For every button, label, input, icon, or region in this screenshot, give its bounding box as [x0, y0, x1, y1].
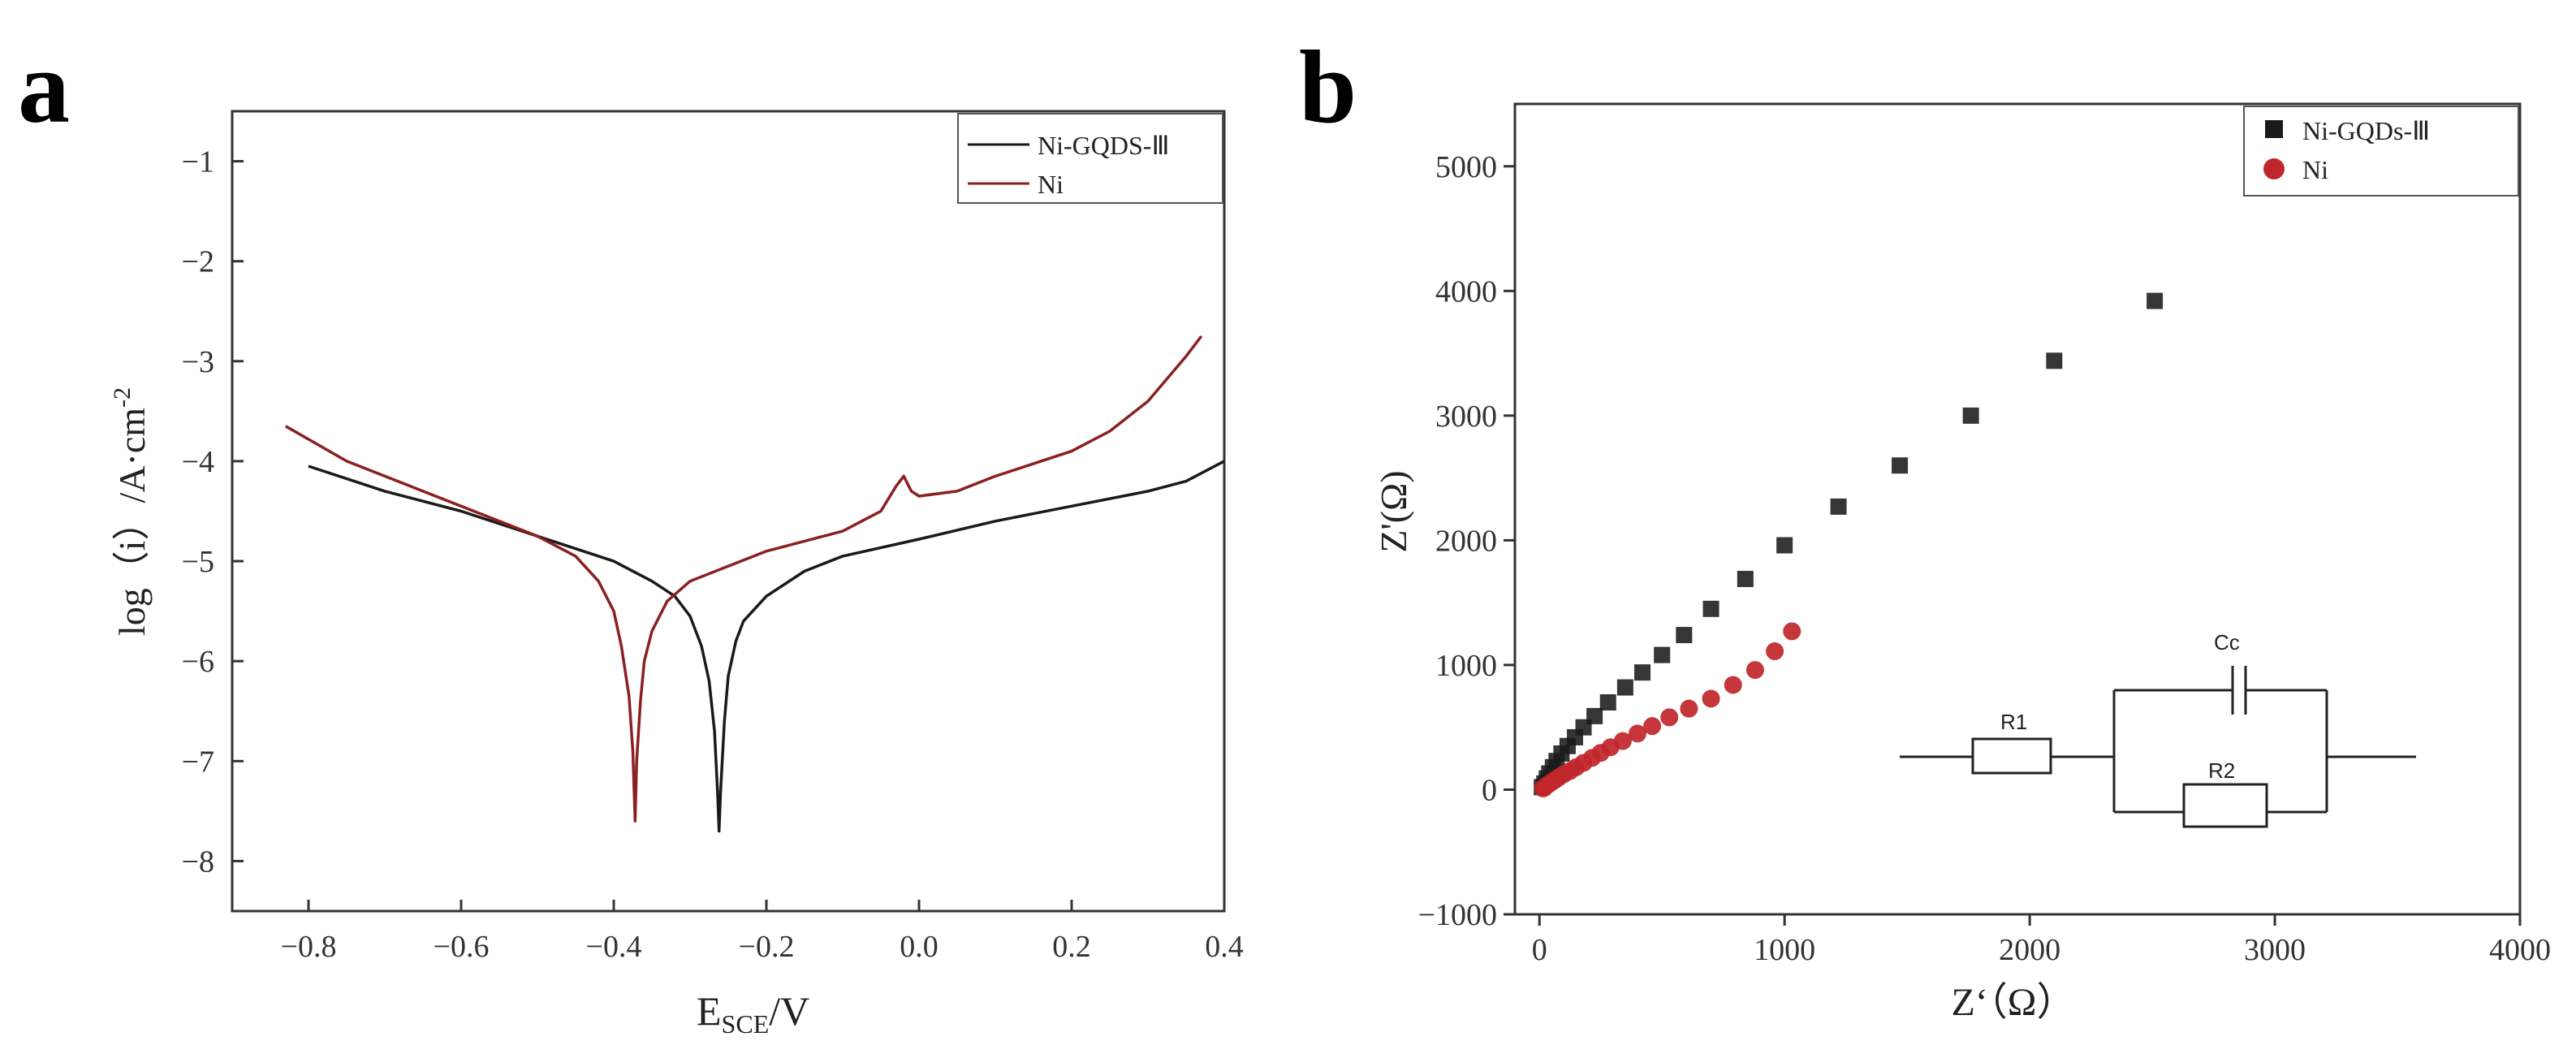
- ni-gqds-iii-point: [1586, 707, 1603, 724]
- panel-b-nyquist-chart: b 0 1000 2000 3000 4000 −1000 0 1000 2000 3000 400…: [1299, 29, 2551, 1024]
- panel-b-y-tick-label: −1000: [1418, 898, 1497, 932]
- label-r2: R2: [2208, 758, 2235, 783]
- panel-b-x-tick-label: 0: [1532, 933, 1547, 967]
- panel-a-x-tick-label: −0.6: [434, 930, 490, 964]
- ni-point: [1628, 724, 1646, 743]
- panel-b-y-tick-label: 5000: [1435, 150, 1497, 184]
- ni-point: [1660, 708, 1679, 727]
- panel-b-x-tick-label: 2000: [1999, 933, 2060, 967]
- panel-a-y-tick-label: −6: [182, 645, 214, 679]
- panel-a-y-axis-label: log（i）/A·cm-2: [109, 387, 153, 636]
- panel-b-y-tick-label: 2000: [1435, 524, 1497, 558]
- panel-a-axis-ticks: −0.8 −0.6 −0.4 −0.2 0.0 0.2 0.4 −1 −2 −3 −4 −5 −6 −7 −…: [182, 145, 1244, 964]
- panel-b-plot-frame: [1513, 102, 2522, 916]
- series-line-ni-gqds-iii: [308, 460, 1225, 833]
- panel-b-axis-ticks: 0 1000 2000 3000 4000 −1000 0 1000 2000 3000 4000 5…: [1418, 150, 2551, 967]
- panel-a-x-tick-label: −0.4: [586, 930, 642, 964]
- panel-a-y-tick-label: −7: [182, 745, 214, 779]
- panel-a-letter: a: [18, 29, 70, 145]
- panel-b-x-axis-label: Z‘（Ω）: [1952, 981, 2076, 1024]
- legend-label-ni: Ni: [1038, 170, 1064, 199]
- panel-a-legend: Ni-GQDS-Ⅲ Ni: [957, 113, 1223, 204]
- ni-gqds-iii-point: [2147, 292, 2164, 309]
- ni-gqds-iii-point: [1599, 693, 1616, 711]
- ni-point: [1680, 699, 1698, 718]
- ni-gqds-iii-point: [1962, 407, 1979, 424]
- ni-point: [1783, 622, 1801, 641]
- panel-a-x-axis-label: ESCE/V: [697, 988, 809, 1039]
- panel-a-x-tick-label: −0.8: [281, 930, 337, 964]
- legend-marker-ni-gqds-iii: [2265, 120, 2283, 138]
- legend-label-ni-gqds-iii-b: Ni-GQDs-Ⅲ: [2302, 116, 2430, 145]
- panel-b-y-tick-label: 0: [1482, 773, 1497, 807]
- panel-b-y-axis-label: Z'(Ω): [1373, 470, 1414, 552]
- panel-a-x-tick-label: 0.2: [1052, 930, 1091, 964]
- ni-point: [1766, 642, 1784, 661]
- panel-a-tafel-chart: a −0.8 −0.6 −0.4 −0.2 0.0 0.2 0.4−1−2−3−4−5−6−…: [18, 29, 1244, 1039]
- equivalent-circuit-diagram: [1900, 666, 2416, 828]
- panel-a-y-tick-label: −1: [182, 145, 214, 179]
- ni-point: [1702, 689, 1720, 708]
- panel-b-legend-box: [2243, 106, 2519, 197]
- panel-b-x-tick-label: 4000: [2489, 933, 2551, 967]
- panel-a-plot-frame: [231, 110, 1226, 913]
- legend-label-ni-b: Ni: [2302, 155, 2328, 184]
- panel-a-y-tick-label: −8: [182, 844, 214, 879]
- ni-point: [1745, 661, 1764, 680]
- ni-gqds-iii-point: [1654, 646, 1671, 663]
- panel-a-x-tick-label: 0.4: [1205, 930, 1244, 964]
- label-r1: R1: [2000, 710, 2027, 734]
- panel-b-y-tick-label: 1000: [1435, 649, 1497, 683]
- panel-a-x-tick-label: 0.0: [900, 930, 938, 964]
- series-line-ni: [284, 335, 1203, 823]
- panel-a-y-tick-label: −4: [182, 445, 214, 479]
- panel-a-y-tick-label: −5: [182, 545, 214, 579]
- resistor-r1: [1971, 737, 2052, 775]
- ni-point: [1724, 676, 1742, 694]
- panel-b-y-tick-label: 4000: [1435, 274, 1497, 309]
- ni-gqds-iii-point: [1676, 627, 1693, 644]
- ni-point: [1643, 717, 1662, 736]
- ni-gqds-iii-point: [1830, 498, 1847, 515]
- panel-a-y-tick-label: −3: [182, 345, 214, 379]
- ni-gqds-iii-point: [1737, 570, 1754, 587]
- ni-gqds-iii-point: [2046, 352, 2063, 369]
- panel-b-points: [1534, 292, 2164, 797]
- panel-b-y-tick-label: 3000: [1435, 400, 1497, 434]
- panel-b-legend: Ni-GQDs-Ⅲ Ni: [2243, 106, 2519, 197]
- panel-a-curves: [284, 335, 1225, 833]
- ni-gqds-iii-point: [1634, 664, 1651, 681]
- ni-gqds-iii-point: [1702, 600, 1719, 617]
- resistor-r2: [2182, 783, 2268, 828]
- label-cc: Cc: [2214, 630, 2240, 654]
- panel-a-x-tick-label: −0.2: [739, 930, 795, 964]
- ni-gqds-iii-point: [1776, 537, 1793, 554]
- ni-gqds-iii-point: [1616, 679, 1633, 696]
- panel-b-letter: b: [1299, 29, 1357, 145]
- panel-a-legend-box: [957, 113, 1223, 204]
- ni-gqds-iii-point: [1892, 457, 1909, 474]
- ni-point: [1613, 732, 1632, 750]
- legend-label-ni-gqds-iii: Ni-GQDS-Ⅲ: [1038, 131, 1170, 160]
- legend-marker-ni-b: [2263, 158, 2285, 179]
- panel-b-x-tick-label: 1000: [1754, 933, 1815, 967]
- panel-a-y-tick-label: −2: [182, 245, 214, 279]
- panel-b-x-tick-label: 3000: [2244, 933, 2306, 967]
